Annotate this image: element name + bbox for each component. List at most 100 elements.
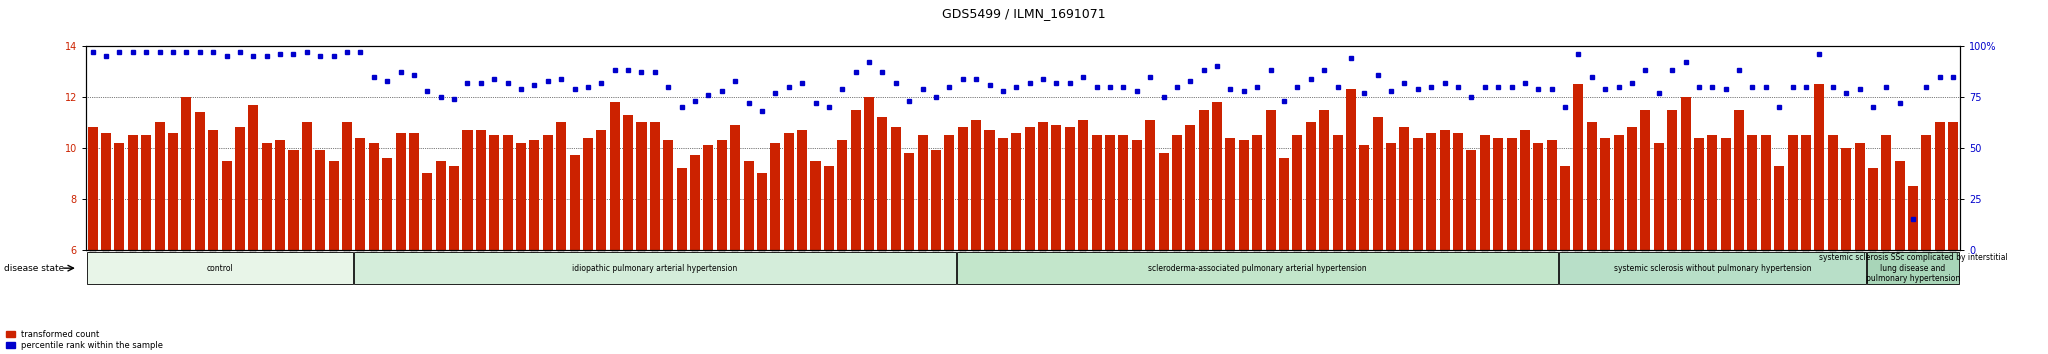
- Bar: [516, 143, 526, 250]
- Bar: [569, 155, 580, 250]
- Bar: [1653, 143, 1663, 250]
- Bar: [784, 132, 795, 250]
- Bar: [1681, 97, 1690, 250]
- Bar: [1307, 122, 1315, 250]
- Bar: [182, 97, 190, 250]
- Bar: [1481, 135, 1489, 250]
- Bar: [395, 132, 406, 250]
- Bar: [1788, 135, 1798, 250]
- Bar: [1212, 102, 1223, 250]
- Bar: [918, 135, 928, 250]
- Bar: [797, 130, 807, 250]
- Text: control: control: [207, 264, 233, 273]
- Bar: [1092, 135, 1102, 250]
- Bar: [88, 127, 98, 250]
- Bar: [717, 140, 727, 250]
- Bar: [623, 115, 633, 250]
- Bar: [997, 138, 1008, 250]
- Bar: [1493, 138, 1503, 250]
- Legend: transformed count, percentile rank within the sample: transformed count, percentile rank withi…: [6, 330, 164, 350]
- Bar: [328, 160, 338, 250]
- Text: idiopathic pulmonary arterial hypertension: idiopathic pulmonary arterial hypertensi…: [571, 264, 737, 273]
- Bar: [410, 132, 420, 250]
- Bar: [1546, 140, 1556, 250]
- Bar: [1292, 135, 1303, 250]
- Text: GDS5499 / ILMN_1691071: GDS5499 / ILMN_1691071: [942, 7, 1106, 20]
- Bar: [823, 166, 834, 250]
- Bar: [274, 140, 285, 250]
- Bar: [864, 97, 874, 250]
- Bar: [610, 102, 621, 250]
- Bar: [262, 143, 272, 250]
- Bar: [758, 173, 768, 250]
- Bar: [1587, 122, 1597, 250]
- Bar: [1239, 140, 1249, 250]
- Text: scleroderma-associated pulmonary arterial hypertension: scleroderma-associated pulmonary arteria…: [1147, 264, 1366, 273]
- Bar: [528, 140, 539, 250]
- Text: systemic sclerosis without pulmonary hypertension: systemic sclerosis without pulmonary hyp…: [1614, 264, 1810, 273]
- Bar: [301, 122, 311, 250]
- Bar: [141, 135, 152, 250]
- Bar: [1507, 138, 1518, 250]
- Bar: [1614, 135, 1624, 250]
- Bar: [1626, 127, 1636, 250]
- Bar: [1909, 186, 1919, 250]
- Bar: [770, 143, 780, 250]
- Bar: [1599, 138, 1610, 250]
- Bar: [1372, 117, 1382, 250]
- Bar: [1815, 84, 1825, 250]
- Bar: [702, 145, 713, 250]
- Bar: [932, 150, 940, 250]
- Bar: [289, 150, 299, 250]
- Bar: [436, 160, 446, 250]
- Bar: [1935, 122, 1946, 250]
- Bar: [1413, 138, 1423, 250]
- Bar: [1118, 135, 1128, 250]
- Bar: [1319, 110, 1329, 250]
- Bar: [1855, 143, 1864, 250]
- FancyBboxPatch shape: [956, 252, 1559, 284]
- Bar: [221, 160, 231, 250]
- Bar: [1266, 110, 1276, 250]
- Bar: [1800, 135, 1810, 250]
- Bar: [1894, 160, 1905, 250]
- Bar: [236, 127, 246, 250]
- Bar: [743, 160, 754, 250]
- Bar: [369, 143, 379, 250]
- Bar: [154, 122, 164, 250]
- Bar: [1012, 132, 1022, 250]
- Bar: [891, 127, 901, 250]
- Bar: [1106, 135, 1114, 250]
- Bar: [1038, 122, 1049, 250]
- FancyBboxPatch shape: [354, 252, 956, 284]
- Bar: [1827, 135, 1837, 250]
- Bar: [127, 135, 137, 250]
- Bar: [248, 104, 258, 250]
- Bar: [877, 117, 887, 250]
- Bar: [449, 166, 459, 250]
- Bar: [1251, 135, 1262, 250]
- Bar: [1278, 158, 1288, 250]
- Bar: [1024, 127, 1034, 250]
- Bar: [489, 135, 500, 250]
- Bar: [850, 110, 860, 250]
- Bar: [944, 135, 954, 250]
- Bar: [1640, 110, 1651, 250]
- Bar: [1077, 120, 1087, 250]
- Bar: [1774, 166, 1784, 250]
- Bar: [1186, 125, 1196, 250]
- Text: disease state: disease state: [4, 264, 63, 273]
- Bar: [168, 132, 178, 250]
- Bar: [356, 138, 365, 250]
- Bar: [1399, 127, 1409, 250]
- Bar: [1708, 135, 1718, 250]
- Bar: [1466, 150, 1477, 250]
- Bar: [1735, 110, 1745, 250]
- Bar: [1882, 135, 1892, 250]
- Bar: [115, 143, 125, 250]
- Bar: [543, 135, 553, 250]
- Bar: [971, 120, 981, 250]
- Bar: [383, 158, 393, 250]
- FancyBboxPatch shape: [86, 252, 352, 284]
- Bar: [1225, 138, 1235, 250]
